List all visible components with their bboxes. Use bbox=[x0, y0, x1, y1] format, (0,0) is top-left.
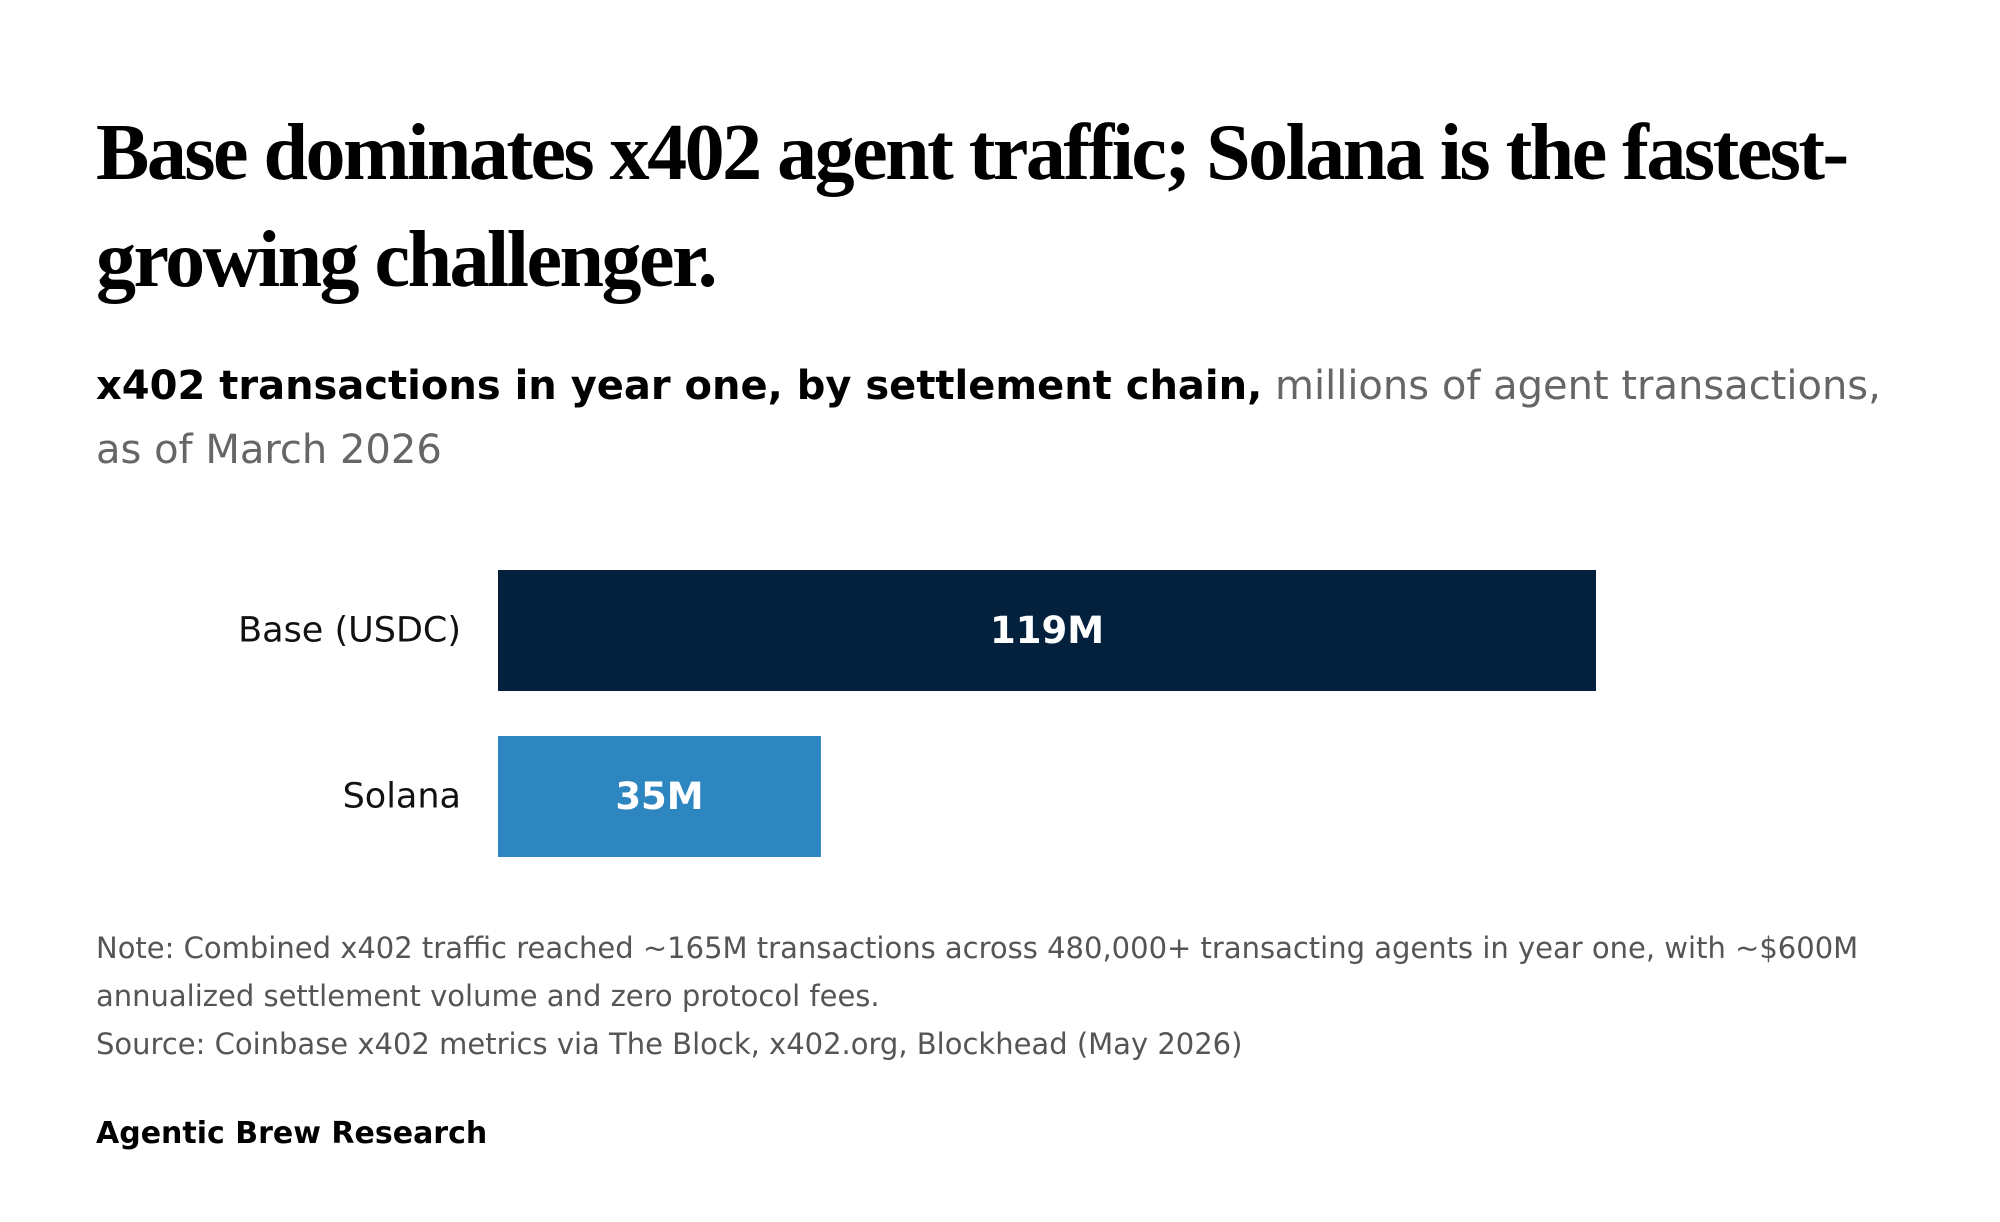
subtitle-lead: x402 transactions in year one, by settle… bbox=[96, 363, 1263, 409]
bar-value-label: 35M bbox=[615, 775, 703, 818]
brand-credit: Agentic Brew Research bbox=[96, 1116, 488, 1151]
bar-value-label: 119M bbox=[990, 609, 1104, 652]
bar-chart: Base (USDC) 119M Solana 35M bbox=[0, 540, 2000, 880]
bar-base-usdc bbox=[498, 570, 1596, 691]
chart-note: Note: Combined x402 traffic reached ~165… bbox=[96, 931, 1859, 1013]
chart-source: Source: Coinbase x402 metrics via The Bl… bbox=[96, 1027, 1243, 1061]
bar-solana bbox=[498, 736, 821, 857]
subtitle-detail: millions of agent transactions, as of Ma… bbox=[96, 363, 1881, 473]
notes-block: Note: Combined x402 traffic reached ~165… bbox=[96, 924, 1926, 1068]
chart-headline: Base dominates x402 agent traffic; Solan… bbox=[96, 109, 1849, 304]
category-label: Base (USDC) bbox=[238, 611, 461, 651]
chart-subtitle: x402 transactions in year one, by settle… bbox=[96, 354, 1926, 482]
category-label: Solana bbox=[343, 777, 461, 817]
bar-chart-svg: Base (USDC) 119M Solana 35M bbox=[238, 570, 1596, 857]
